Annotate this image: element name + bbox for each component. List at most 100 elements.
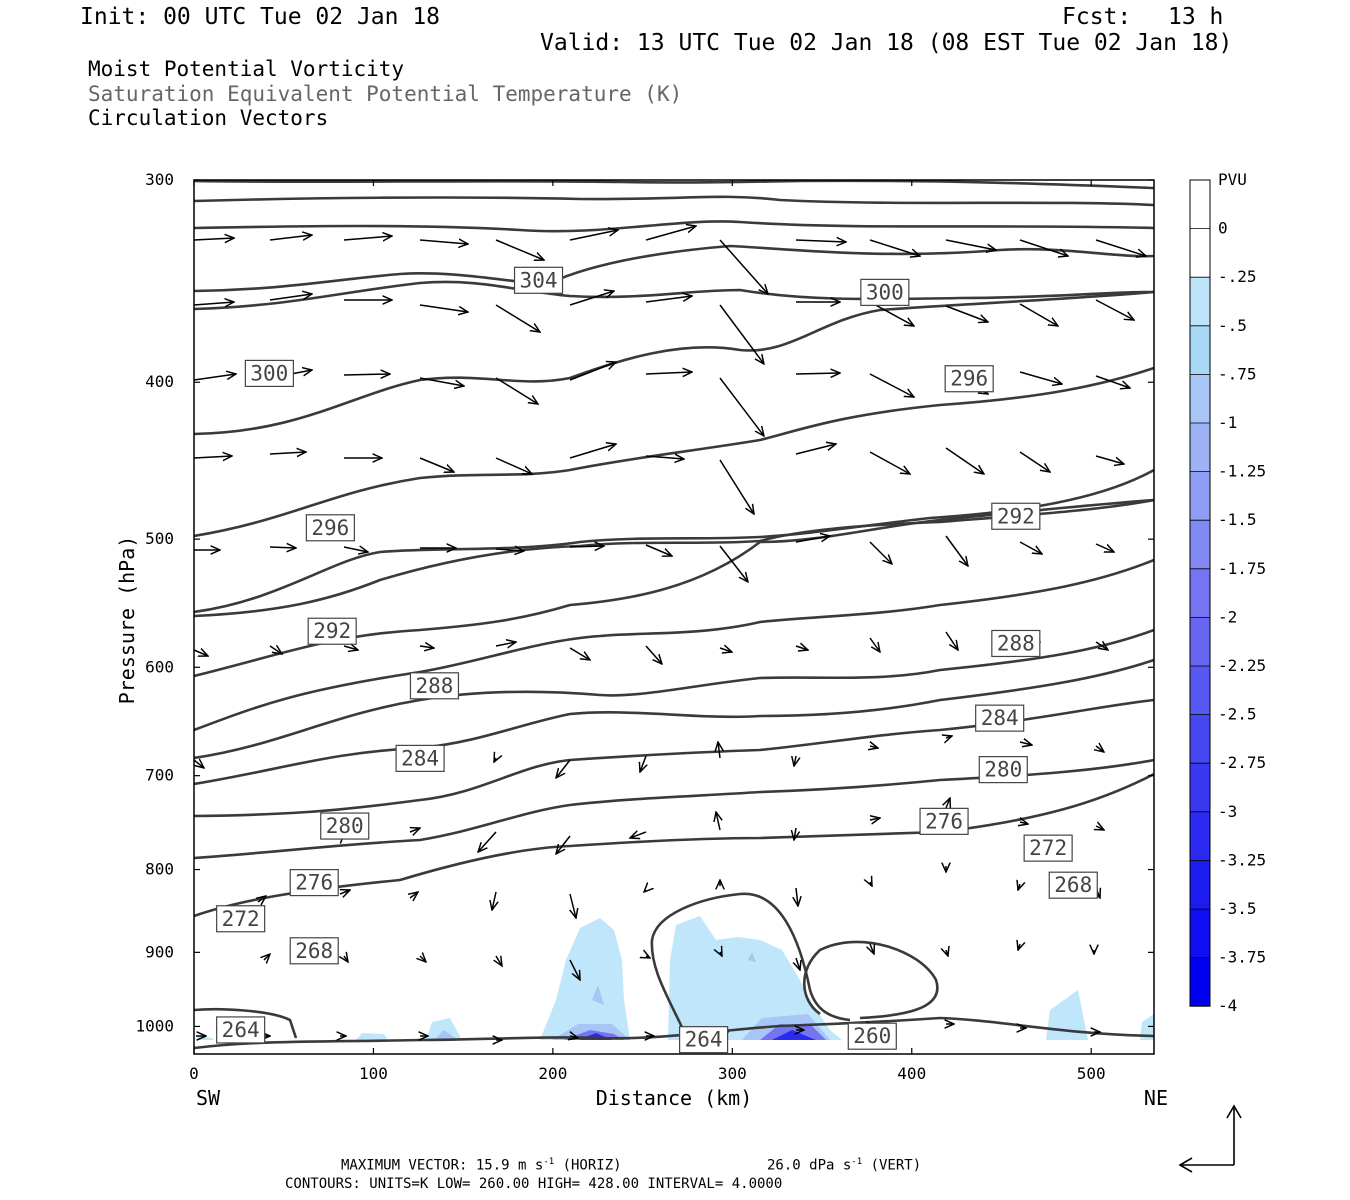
colorbar-label: -3.75 xyxy=(1218,948,1266,967)
circulation-vector xyxy=(630,832,647,838)
colorbar-segment xyxy=(1190,520,1210,569)
contour-label: 304 xyxy=(520,268,558,292)
circulation-vector xyxy=(570,893,576,918)
circulation-vector xyxy=(719,648,732,652)
scale-arrowhead-horizontal xyxy=(1178,1157,1193,1173)
circulation-vector xyxy=(645,645,662,664)
circulation-vector xyxy=(796,957,800,970)
colorbar-label: -4 xyxy=(1218,996,1237,1015)
contour-label-box xyxy=(244,359,294,388)
circulation-vector xyxy=(646,956,650,958)
x-tick-label: 200 xyxy=(538,1064,567,1083)
contour-label: 268 xyxy=(295,939,333,963)
circulation-vector xyxy=(569,230,618,241)
circulation-vector xyxy=(870,944,874,954)
theta-contour xyxy=(650,892,851,1037)
pv-patch-14 xyxy=(772,1030,816,1040)
circulation-vector xyxy=(645,544,672,556)
contour-label: 288 xyxy=(997,631,1035,655)
contour-label: 264 xyxy=(685,1028,723,1052)
scale-arrowhead-vertical xyxy=(1226,1104,1242,1119)
contour-label-box xyxy=(513,266,564,294)
contour-label-box xyxy=(847,1022,897,1050)
theta-contour xyxy=(194,498,1154,678)
contour-label-box xyxy=(305,514,355,542)
theta-contour xyxy=(194,1008,298,1039)
colorbar: PVU 0 -.25 -.5 -.75 -1 -1.25 -1.5 -1.75 -2 -2.25 -2… xyxy=(1189,170,1266,1015)
contour-label: 276 xyxy=(295,871,333,895)
circulation-vector xyxy=(645,296,692,303)
circulation-vector xyxy=(410,892,418,898)
colorbar-segment xyxy=(1190,909,1210,958)
circulation-vectors xyxy=(193,226,1146,1040)
circulation-vector xyxy=(343,646,358,650)
contour-label: 284 xyxy=(401,746,439,770)
circulation-vector xyxy=(495,239,544,260)
circulation-vector xyxy=(343,547,368,552)
contour-labels: 304 300 300 296 296 292 292 288 288 284 284 280 280 2… xyxy=(216,266,1098,1054)
circulation-vector xyxy=(258,896,266,902)
forecast-hour: 13 h xyxy=(1168,4,1224,30)
circulation-vector xyxy=(492,891,496,910)
contour-label: 300 xyxy=(250,361,288,385)
circulation-vector xyxy=(419,457,454,472)
scale-arrows xyxy=(1178,1104,1242,1173)
contour-label-box xyxy=(919,807,969,835)
pv-patch-10 xyxy=(434,1030,458,1040)
x-tick-label: 100 xyxy=(359,1064,388,1083)
circulation-vector xyxy=(478,831,497,852)
colorbar-label: -3 xyxy=(1218,802,1237,821)
circulation-vector xyxy=(410,828,420,832)
theta-contour xyxy=(194,498,1154,618)
circulation-vector xyxy=(870,818,880,820)
circulation-vector xyxy=(794,827,796,840)
circulation-vector xyxy=(556,759,571,778)
colorbar-segment xyxy=(1190,423,1210,472)
circulation-vector xyxy=(193,650,208,656)
field-title-vectors: Circulation Vectors xyxy=(88,106,329,130)
circulation-vector xyxy=(1019,451,1050,472)
colorbar-segment xyxy=(1190,180,1210,229)
colorbar-label: -1 xyxy=(1218,413,1237,432)
circulation-vector xyxy=(1019,371,1062,384)
circulation-vector xyxy=(869,637,880,652)
contour-label-box xyxy=(1023,834,1073,862)
theta-contour xyxy=(194,290,1154,436)
circulation-vector xyxy=(1019,239,1068,256)
circulation-vector xyxy=(946,950,948,956)
circulation-vector xyxy=(495,457,532,474)
circulation-vector xyxy=(1095,455,1124,464)
circulation-vector xyxy=(946,798,950,808)
x-tick-label: 400 xyxy=(897,1064,926,1083)
circulation-vector xyxy=(556,835,571,854)
theta-contour xyxy=(194,658,1154,786)
circulation-vector xyxy=(796,887,798,906)
y-tick-label: 500 xyxy=(145,529,174,548)
circulation-vector xyxy=(1096,826,1104,830)
circulation-vector xyxy=(869,541,892,564)
circulation-vector xyxy=(269,294,312,301)
theta-contours xyxy=(194,180,1154,1050)
circulation-vector xyxy=(269,646,282,654)
pv-patch-5 xyxy=(426,1018,462,1040)
circulation-vector xyxy=(945,535,968,566)
colorbar-label: -3.25 xyxy=(1218,850,1266,869)
plot-frame xyxy=(193,179,1155,1055)
circulation-vector xyxy=(495,304,540,332)
contour-label: 280 xyxy=(984,758,1022,782)
colorbar-label: -2 xyxy=(1218,607,1237,626)
colorbar-segment xyxy=(1190,714,1210,764)
contour-label-box xyxy=(975,704,1025,732)
contour-label: 284 xyxy=(981,706,1019,730)
circulation-vector xyxy=(1018,944,1020,950)
colorbar-label: 0 xyxy=(1218,219,1228,238)
circulation-vector xyxy=(1019,303,1058,326)
circulation-vector xyxy=(1019,742,1032,745)
colorbar-frame xyxy=(1189,179,1211,1007)
circulation-vector xyxy=(1095,299,1134,320)
contour-label: 260 xyxy=(853,1024,891,1048)
contour-label-box xyxy=(289,937,339,965)
circulation-vector xyxy=(869,239,920,256)
circulation-vector xyxy=(193,238,234,240)
contour-label: 272 xyxy=(222,907,260,931)
